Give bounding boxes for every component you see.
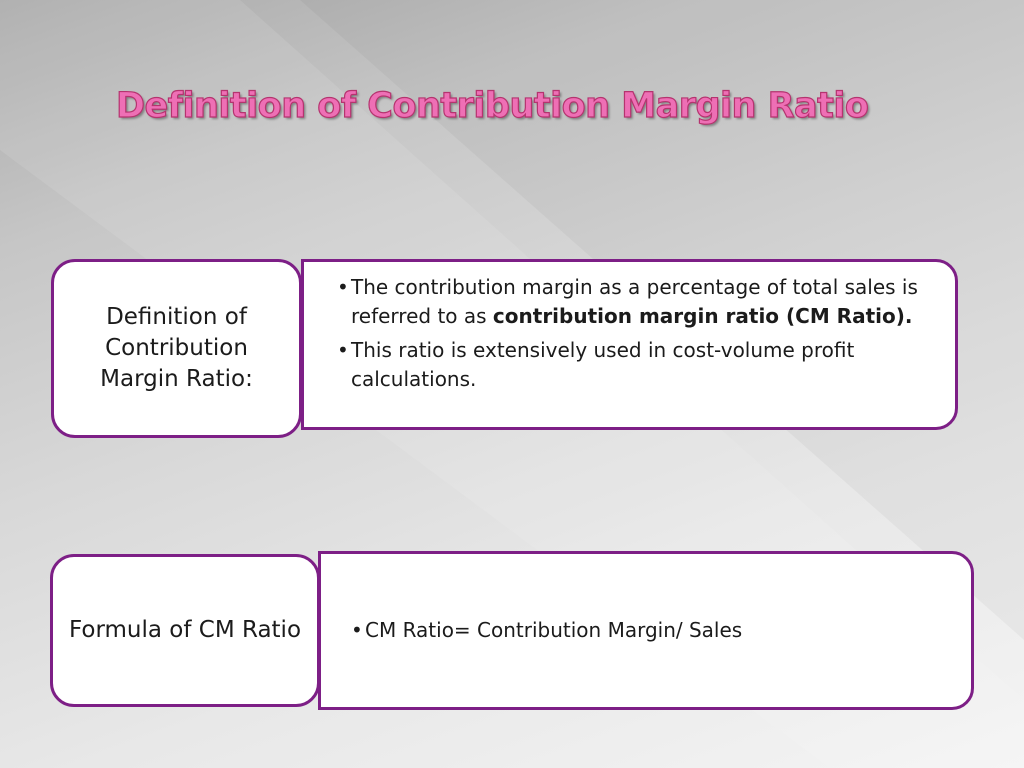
bullet-dot: •: [351, 618, 363, 642]
definition-label-box: Definition of Contribution Margin Ratio:: [51, 259, 302, 438]
formula-label-box: Formula of CM Ratio: [50, 554, 320, 707]
definition-label: Definition of Contribution Margin Ratio:: [100, 304, 253, 392]
formula-label: Formula of CM Ratio: [68, 617, 302, 643]
slide-title: Definition of Contribution Margin Ratio: [115, 85, 869, 126]
formula-content-box: • CM Ratio= Contribution Margin/ Sales: [318, 551, 974, 710]
bullet-bold-term: contribution margin ratio (CM Ratio).: [492, 304, 913, 328]
bullet-text: The contribution margin as a percentage …: [351, 275, 918, 328]
bullet-dot: •: [337, 275, 349, 299]
formula-bullet-item: • CM Ratio= Contribution Margin/ Sales: [351, 616, 951, 645]
bullet-text: This ratio is extensively used in cost-v…: [351, 338, 855, 391]
definition-content-box: • The contribution margin as a percentag…: [301, 259, 958, 430]
definition-bullet-item: • This ratio is extensively used in cost…: [337, 336, 937, 394]
bullet-text: CM Ratio= Contribution Margin/ Sales: [365, 618, 743, 642]
bullet-dot: •: [337, 338, 349, 362]
definition-bullet-item: • The contribution margin as a percentag…: [337, 273, 937, 331]
definition-bullet-list: • The contribution margin as a percentag…: [337, 273, 937, 399]
formula-bullet-list: • CM Ratio= Contribution Margin/ Sales: [351, 616, 951, 650]
